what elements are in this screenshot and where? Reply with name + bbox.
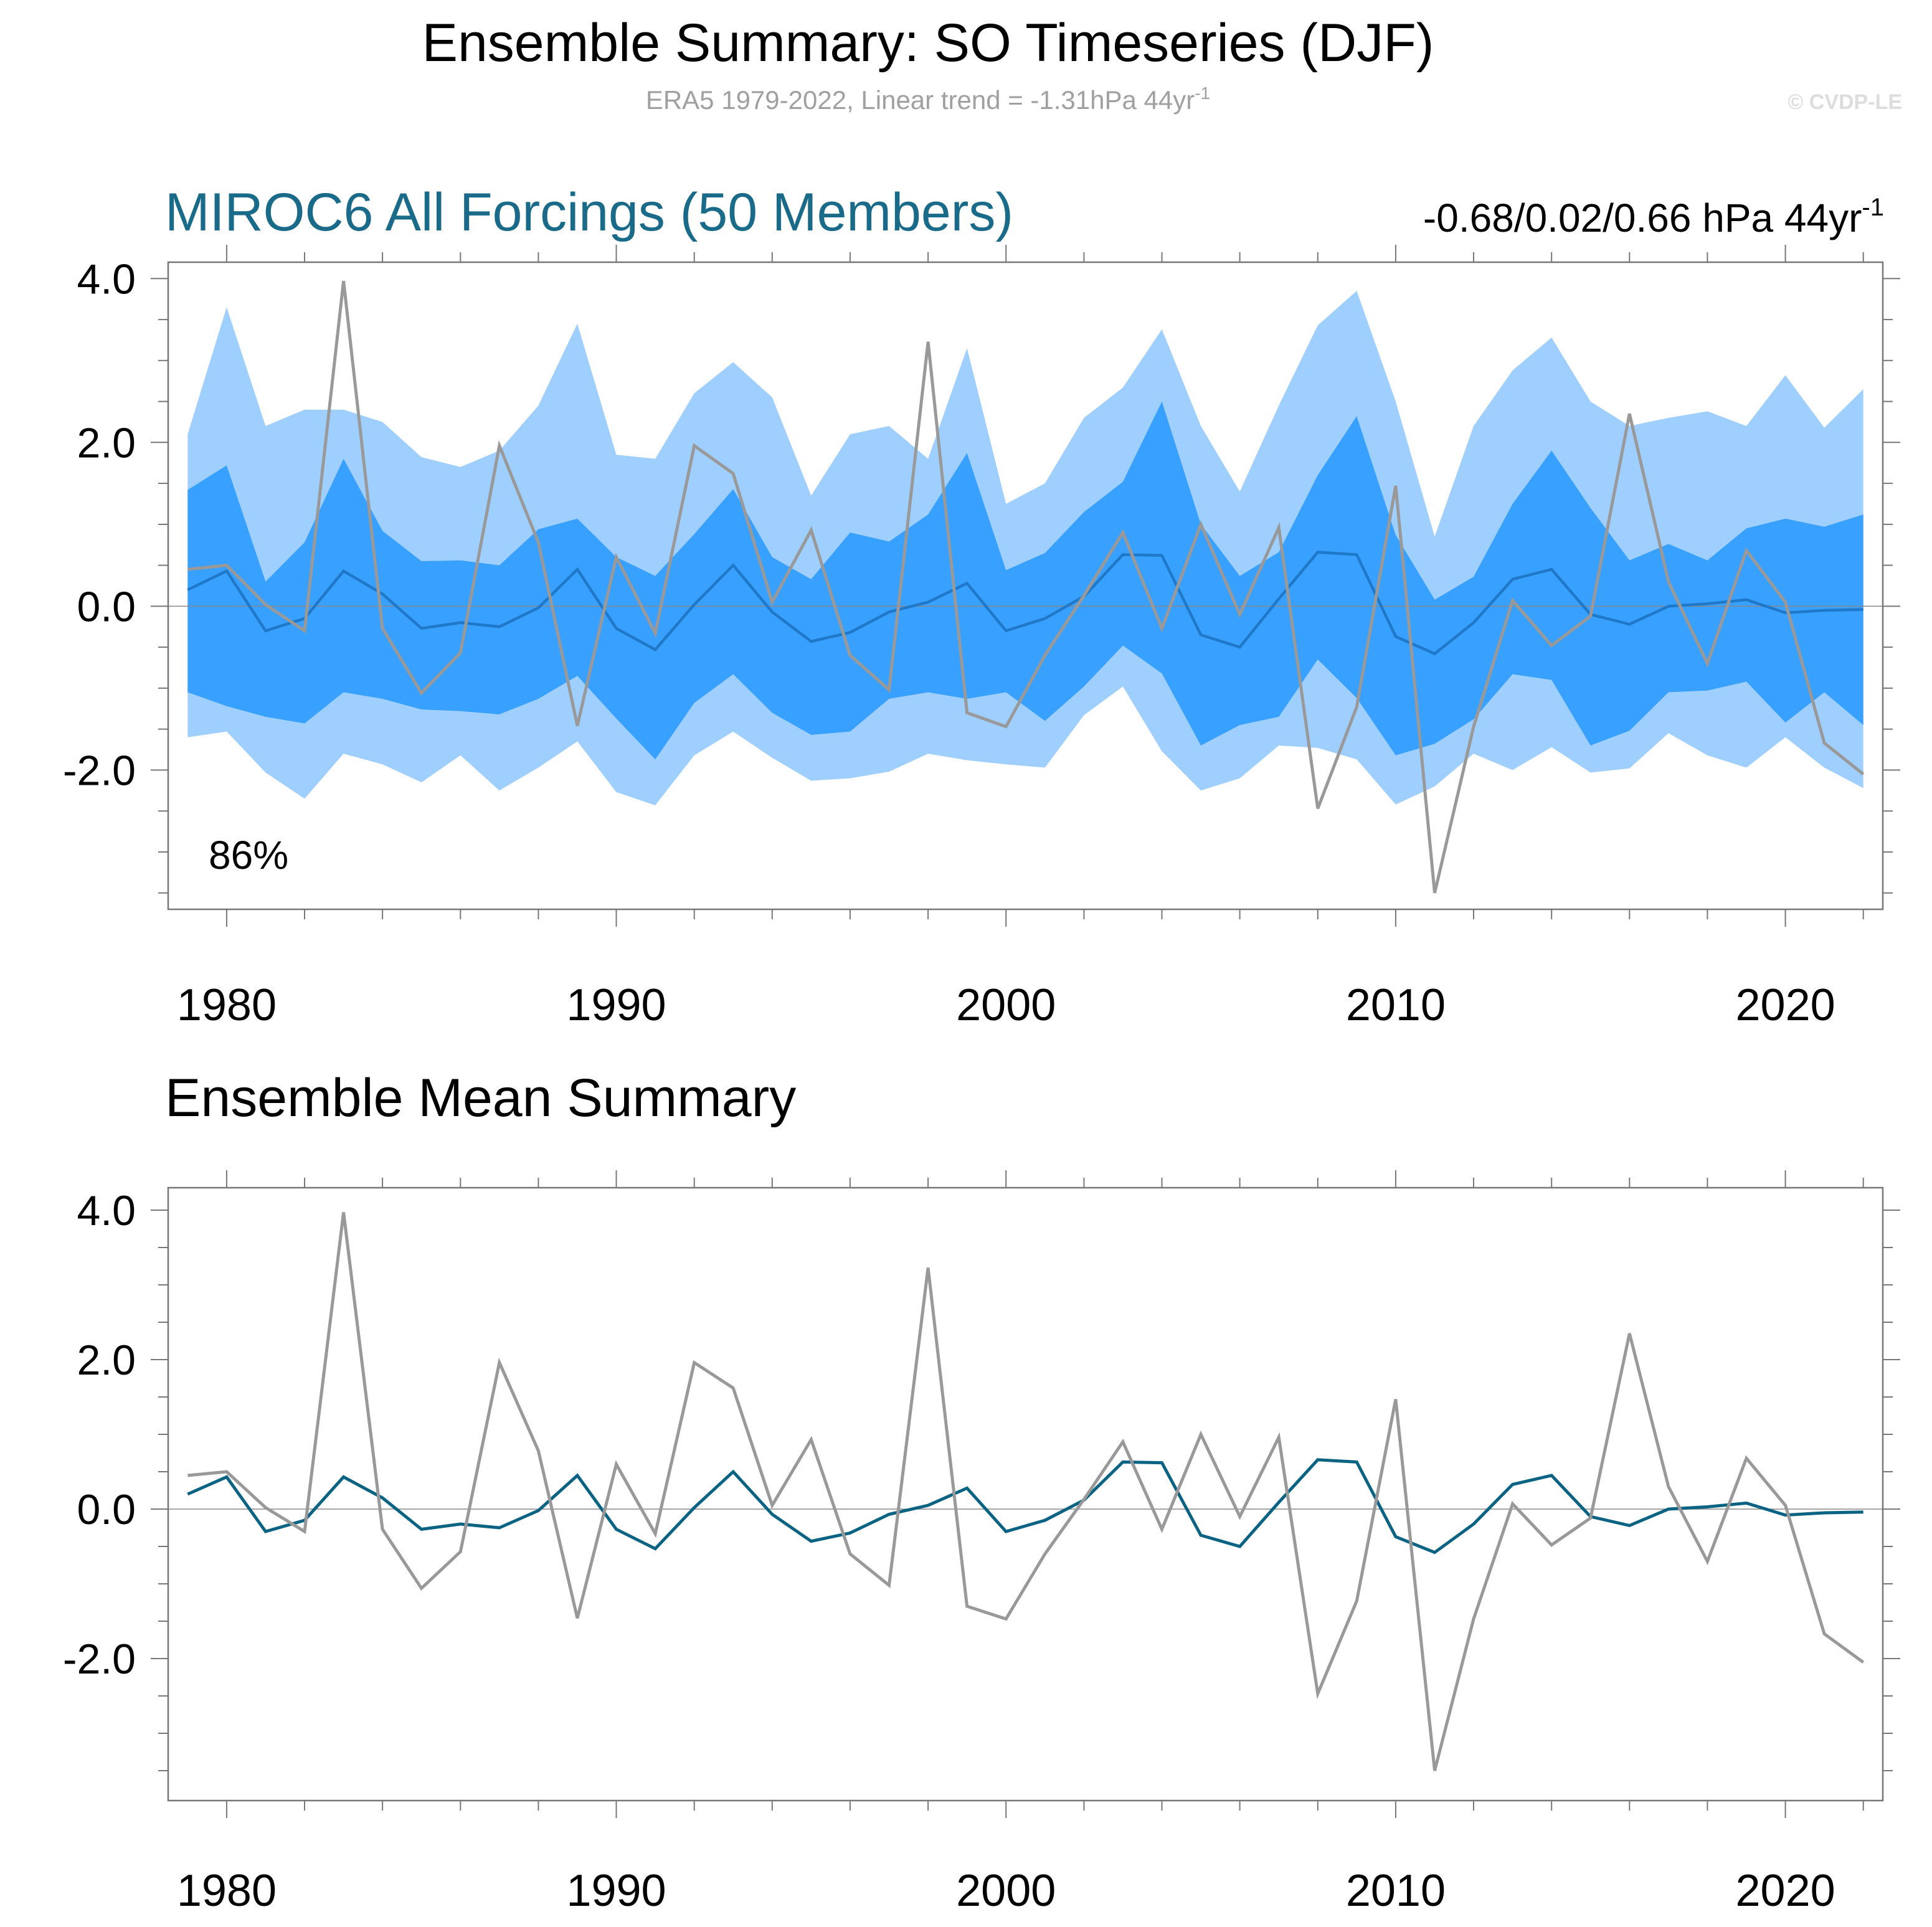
panel1-title: MIROC6 All Forcings (50 Members) — [165, 182, 1013, 242]
x-tick-label: 1990 — [566, 980, 666, 1030]
y-tick-label: 4.0 — [77, 255, 136, 303]
x-axis: 1980 1990 2000 2010 2020 — [177, 1170, 1864, 1916]
inner-band — [187, 401, 1863, 760]
era5-line — [187, 1212, 1865, 1771]
x-tick-label: 2020 — [1736, 980, 1835, 1030]
y-tick-label: 0.0 — [77, 1486, 136, 1533]
panel-ensemble-mean: Ensemble Mean Summary 1980 1990 2000 2010 20… — [63, 1068, 1900, 1916]
panel1-trend-label: -0.68/0.02/0.66 hPa 44yr-1 — [1423, 194, 1884, 240]
panel2-title: Ensemble Mean Summary — [165, 1068, 796, 1128]
panel-ensemble-summary: MIROC6 All Forcings (50 Members) -0.68/0… — [63, 182, 1900, 1030]
y-tick-label: 0.0 — [77, 583, 136, 630]
panel1-plot-frame — [167, 261, 1884, 911]
x-tick-label: 2010 — [1346, 980, 1446, 1030]
x-tick-label: 1980 — [177, 1866, 277, 1916]
panel2-plot-frame — [167, 1186, 1884, 1802]
y-axis: 4.0 2.0 0.0 -2.0 — [63, 255, 1900, 894]
x-tick-label: 2020 — [1736, 1866, 1835, 1916]
x-axis: 1980 1990 2000 2010 2020 — [177, 245, 1864, 1030]
figure-subtitle: ERA5 1979-2022, Linear trend = -1.31hPa … — [646, 83, 1210, 115]
y-tick-label: 4.0 — [77, 1187, 136, 1234]
x-tick-label: 1990 — [566, 1866, 666, 1916]
era5-line — [187, 280, 1865, 894]
subtitle-text: ERA5 1979-2022, Linear trend = -1.31hPa … — [646, 85, 1195, 115]
x-tick-label: 2010 — [1346, 1866, 1446, 1916]
y-tick-label: 2.0 — [77, 419, 136, 466]
series-lines — [187, 280, 1865, 894]
x-tick-label: 1980 — [177, 980, 277, 1030]
subtitle-superscript: -1 — [1195, 83, 1210, 103]
panel1-trend-text: -0.68/0.02/0.66 hPa 44yr — [1423, 196, 1862, 240]
uncertainty-bands — [187, 291, 1863, 805]
y-axis: 4.0 2.0 0.0 -2.0 — [63, 1187, 1900, 1771]
y-tick-label: -2.0 — [63, 1636, 136, 1683]
y-tick-label: -2.0 — [63, 747, 136, 794]
panel1-trend-superscript: -1 — [1862, 194, 1884, 221]
figure-title: Ensemble Summary: SO Timeseries (DJF) — [422, 13, 1434, 73]
x-tick-label: 2000 — [956, 980, 1056, 1030]
y-tick-label: 2.0 — [77, 1337, 136, 1384]
series-lines — [187, 1212, 1865, 1771]
x-tick-label: 2000 — [956, 1866, 1056, 1916]
percent-label: 86% — [209, 833, 288, 878]
copyright-label: © CVDP-LE — [1788, 90, 1902, 114]
